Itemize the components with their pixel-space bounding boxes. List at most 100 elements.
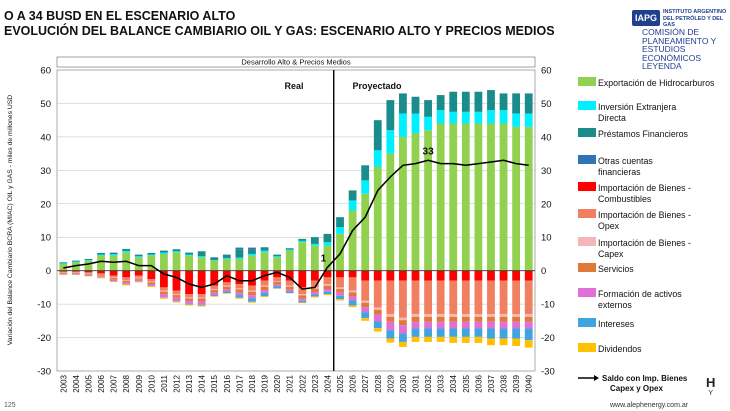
bar-fae xyxy=(399,325,407,334)
bar-imp_opex xyxy=(424,280,432,315)
bar-imp_comb xyxy=(235,270,244,285)
bar-fae xyxy=(147,284,156,286)
legend-swatch-servicios xyxy=(578,263,596,272)
x-tick-label: 2027 xyxy=(361,374,370,392)
y-ticks-left: -30 -20 -10 0 10 20 30 40 50 60 xyxy=(37,66,51,378)
bar-servicios xyxy=(336,289,344,293)
bar-imp_opex xyxy=(222,282,231,286)
bar-servicios xyxy=(298,295,307,299)
y-ticks-right: -30 -20 -10 0 10 20 30 40 50 60 xyxy=(541,66,555,378)
bar-imp_capex xyxy=(436,314,445,317)
bar-dividendos xyxy=(248,301,256,303)
iapg-logo: IAPG INSTITUTO ARGENTINO DEL PETRÓLEO Y … xyxy=(632,8,728,70)
region-label-real: Real xyxy=(284,81,303,91)
bar-dividendos xyxy=(310,296,319,298)
page-title-line-1: O A 34 BUSD EN EL ESCENARIO ALTO xyxy=(4,9,236,23)
legend-label-fae: externos xyxy=(598,300,632,310)
bar-imp_comb xyxy=(197,270,206,295)
bar-ied xyxy=(285,249,294,251)
bar-prestamos xyxy=(399,93,407,114)
bar-imp_comb xyxy=(285,270,294,281)
x-tick-label: 2011 xyxy=(160,374,169,392)
bar-prestamos xyxy=(524,93,533,114)
bar-intereses xyxy=(260,292,269,297)
bar-fae xyxy=(134,279,143,282)
bar-intereses xyxy=(285,291,294,294)
bar-dividendos xyxy=(424,336,432,342)
bar-dividendos xyxy=(235,297,244,299)
bar-intereses xyxy=(512,328,521,339)
bar-expo_hidro xyxy=(512,126,521,271)
bar-intereses xyxy=(348,300,357,306)
bar-servicios xyxy=(424,316,432,322)
x-tick-label: 2015 xyxy=(210,374,219,392)
bar-prestamos xyxy=(474,91,483,112)
bar-servicios xyxy=(285,286,294,290)
bar-expo_hidro xyxy=(172,252,181,271)
bar-servicios xyxy=(512,316,521,322)
bar-fae xyxy=(424,321,432,329)
bar-servicios xyxy=(474,316,483,322)
bar-servicios xyxy=(411,316,420,322)
x-tick-label: 2018 xyxy=(248,374,257,392)
bar-imp_capex xyxy=(399,317,407,321)
bar-prestamos xyxy=(84,258,93,260)
bar-imp_capex xyxy=(386,314,395,317)
bar-expo_hidro xyxy=(260,252,269,271)
bar-imp_capex xyxy=(210,289,219,291)
legend-swatch-expo_hidro xyxy=(578,77,596,86)
y-tick-label: 40 xyxy=(40,132,51,143)
bar-ied xyxy=(348,200,357,211)
bar-ied xyxy=(248,253,256,256)
bar-dividendos xyxy=(172,301,181,303)
x-tick-label: 2007 xyxy=(110,374,119,392)
bar-intereses xyxy=(235,295,244,298)
bar-intereses xyxy=(524,328,533,341)
chart-title: Desarrollo Alto & Precios Medios xyxy=(241,58,350,67)
x-tick-label: 2038 xyxy=(500,374,509,392)
bar-ied xyxy=(386,130,395,154)
bar-imp_capex xyxy=(185,297,193,299)
bar-imp_capex xyxy=(260,285,269,287)
y-tick-label: -10 xyxy=(37,300,51,311)
bar-imp_comb xyxy=(487,270,495,281)
x-tick-label: 2005 xyxy=(84,374,93,392)
bar-fae xyxy=(260,290,269,293)
bar-prestamos xyxy=(348,190,357,201)
bar-fae xyxy=(461,321,470,329)
bar-intereses xyxy=(436,328,445,337)
bar-imp_opex xyxy=(386,280,395,315)
y-tick-label-right: 10 xyxy=(541,233,552,244)
bar-ied xyxy=(399,113,407,137)
bar-fae xyxy=(185,301,193,304)
bar-servicios xyxy=(97,275,105,277)
page-number: 125 xyxy=(4,402,16,409)
y-tick-label: 20 xyxy=(40,199,51,210)
bar-fae xyxy=(310,292,319,295)
bar-imp_opex xyxy=(147,279,156,282)
bar-fae xyxy=(386,321,395,331)
bar-imp_comb xyxy=(524,270,533,281)
legend-label-imp_opex: Importación de Bienes - xyxy=(598,210,691,220)
bar-expo_hidro xyxy=(71,262,80,271)
bar-expo_hidro xyxy=(185,255,193,271)
bar-ied xyxy=(59,263,68,264)
bar-prestamos xyxy=(424,100,432,117)
x-tick-label: 2016 xyxy=(223,374,232,392)
bar-ied xyxy=(310,243,319,246)
bar-imp_capex xyxy=(424,314,432,317)
bar-servicios xyxy=(222,286,231,290)
bar-imp_comb xyxy=(499,270,508,281)
x-tick-label: 2037 xyxy=(487,374,496,392)
bar-imp_comb xyxy=(122,270,131,278)
bar-imp_opex xyxy=(160,287,168,291)
legend-arrow xyxy=(594,375,599,381)
bar-dividendos xyxy=(361,318,370,321)
bar-servicios xyxy=(59,273,68,274)
bar-expo_hidro xyxy=(197,257,206,271)
bar-imp_capex xyxy=(273,281,282,283)
bar-imp_capex xyxy=(411,314,420,317)
annotations: 1 33 xyxy=(321,146,434,264)
bar-imp_capex xyxy=(499,314,508,317)
legend-swatch-otras xyxy=(578,155,596,164)
